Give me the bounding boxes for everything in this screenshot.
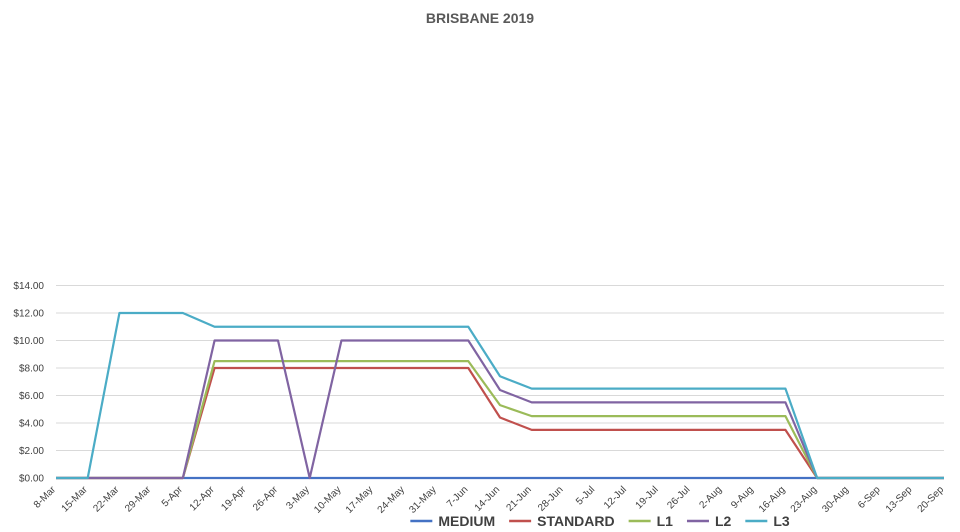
x-axis-ticks: 8-Mar 15-Mar 22-Mar 29-Mar 5-Apr 12-Apr 19-Apr… (32, 484, 947, 516)
x-tick-label: 19-Apr (219, 484, 248, 513)
x-tick-label: 30-Aug (820, 484, 851, 515)
chart-title: BRISBANE 2019 (426, 10, 534, 26)
x-tick-label: 22-Mar (91, 484, 122, 515)
legend-label-medium: MEDIUM (438, 513, 495, 529)
x-tick-label: 26-Apr (251, 484, 280, 513)
y-tick-label: $12.00 (13, 309, 44, 320)
x-tick-label: 26-Jul (665, 484, 692, 511)
x-tick-label: 6-Sep (856, 484, 883, 511)
gridlines (56, 285, 944, 479)
y-tick-label: $6.00 (19, 391, 44, 402)
y-tick-label: $2.00 (19, 446, 44, 457)
x-tick-label: 10-May (312, 484, 343, 515)
x-tick-label: 14-Jun (473, 484, 502, 513)
y-tick-label: $10.00 (13, 336, 44, 347)
x-tick-label: 20-Sep (916, 484, 947, 515)
legend-label-l1: L1 (657, 513, 674, 529)
x-tick-label: 3-May (284, 484, 311, 511)
series-line-l2 (56, 339, 944, 480)
y-axis-ticks: $0.00 $2.00 $4.00 $6.00 $8.00 $10.00 $12.00 $14… (13, 281, 44, 485)
x-tick-label: 31-May (407, 484, 438, 515)
x-tick-label: 19-Jul (634, 484, 661, 511)
x-tick-label: 8-Mar (32, 484, 59, 511)
x-tick-label: 7-Jun (445, 484, 470, 509)
legend-label-l2: L2 (715, 513, 732, 529)
x-tick-label: 2-Aug (697, 484, 724, 511)
y-tick-label: $8.00 (19, 364, 44, 375)
series-line-l1 (56, 360, 944, 480)
x-tick-label: 13-Sep (884, 484, 915, 515)
x-tick-label: 29-Mar (123, 484, 154, 515)
x-tick-label: 16-Aug (757, 484, 788, 515)
x-tick-label: 17-May (344, 484, 375, 515)
legend: MEDIUM STANDARD L1 L2 L3 (410, 513, 790, 529)
x-tick-label: 5-Apr (160, 484, 186, 510)
x-tick-label: 9-Aug (729, 484, 756, 511)
series-line-l3 (56, 311, 944, 480)
y-tick-label: $0.00 (19, 474, 44, 485)
y-tick-label: $14.00 (13, 281, 44, 292)
legend-label-standard: STANDARD (537, 513, 615, 529)
x-tick-label: 5-Jul (574, 484, 597, 507)
x-tick-label: 23-Aug (789, 484, 820, 515)
x-tick-label: 12-Apr (188, 484, 217, 513)
x-tick-label: 28-Jun (536, 484, 565, 513)
legend-label-l3: L3 (773, 513, 790, 529)
series-lines (56, 311, 944, 480)
y-tick-label: $4.00 (19, 419, 44, 430)
x-tick-label: 12-Jul (602, 484, 629, 511)
series-line-standard (56, 366, 944, 480)
x-tick-label: 24-May (376, 484, 407, 515)
x-tick-label: 15-Mar (60, 484, 91, 515)
x-tick-label: 21-Jun (504, 484, 533, 513)
